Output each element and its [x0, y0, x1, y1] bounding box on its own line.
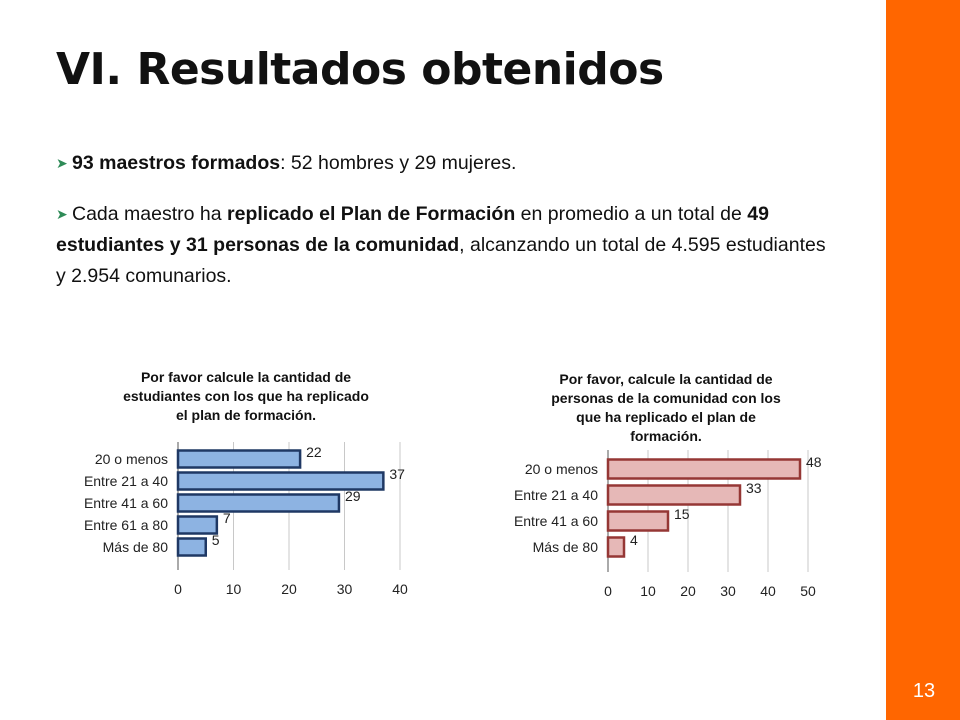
x-tick-label: 20 [281, 581, 297, 597]
bullet-item-replication: ➤ Cada maestro ha replicado el Plan de Fo… [56, 199, 836, 292]
data-label: 22 [306, 444, 322, 460]
data-label: 33 [746, 480, 762, 496]
data-label: 29 [345, 488, 361, 504]
arrow-bullet-icon: ➤ [56, 206, 68, 222]
bar [176, 449, 302, 469]
chart-title-line: Por favor, calcule la cantidad de [559, 371, 772, 387]
chart-title-line: Por favor calcule la cantidad de [141, 369, 351, 385]
x-tick-label: 10 [226, 581, 242, 597]
bullet-bold-text: replicado el Plan de Formación [227, 203, 516, 225]
data-label: 15 [674, 506, 690, 522]
x-tick-label: 20 [680, 583, 696, 599]
x-tick-label: 40 [392, 581, 408, 597]
community-bar-chart: Por favor, calcule la cantidad de persona… [514, 371, 822, 599]
bar [176, 537, 207, 557]
category-label: Entre 21 a 40 [514, 487, 598, 503]
bullet-list: ➤ 93 maestros formados: 52 hombres y 29 m… [56, 148, 836, 312]
x-tick-label: 10 [640, 583, 656, 599]
x-tick-label: 0 [604, 583, 612, 599]
bar [176, 471, 385, 491]
students-bar-chart: Por favor calcule la cantidad de estudian… [84, 369, 408, 597]
chart-title-line: que ha replicado el plan de [576, 409, 756, 425]
arrow-bullet-icon: ➤ [56, 155, 68, 171]
data-label: 7 [223, 510, 231, 526]
category-label: Más de 80 [533, 539, 599, 555]
category-label: Entre 61 a 80 [84, 517, 168, 533]
chart-title-line: personas de la comunidad con los [551, 390, 781, 406]
x-tick-label: 30 [337, 581, 353, 597]
bullet-text: en promedio a un total de [515, 203, 748, 225]
bullet-bold-text: 93 maestros formados [72, 152, 281, 174]
x-tick-label: 0 [174, 581, 182, 597]
bar [176, 515, 219, 535]
bullet-bold-text: 49 estudiantes y 31 personas de la comun… [56, 203, 769, 256]
bar [606, 536, 626, 558]
bullet-text: , alcanzando un total de 4.595 estudiant… [56, 234, 826, 287]
data-label: 37 [389, 466, 405, 482]
category-label: 20 o menos [95, 451, 168, 467]
bar [606, 484, 742, 506]
category-label: Entre 41 a 60 [84, 495, 168, 511]
x-tick-label: 40 [760, 583, 776, 599]
bullet-text: Cada maestro ha [72, 203, 228, 225]
chart-title-line: estudiantes con los que ha replicado [123, 388, 369, 404]
chart-title-line: formación. [630, 428, 702, 444]
category-label: Entre 41 a 60 [514, 513, 598, 529]
x-tick-label: 50 [800, 583, 816, 599]
x-tick-label: 30 [720, 583, 736, 599]
category-label: 20 o menos [525, 461, 598, 477]
page-number: 13 [912, 680, 936, 702]
data-label: 4 [630, 532, 638, 548]
bullet-text: : 52 hombres y 29 mujeres. [280, 152, 517, 174]
bar [176, 493, 341, 513]
data-label: 48 [806, 454, 822, 470]
chart-title-line: el plan de formación. [176, 407, 316, 423]
bar [606, 458, 802, 480]
slide-title: VI. Resultados obtenidos [56, 44, 664, 95]
data-label: 5 [212, 532, 220, 548]
category-label: Entre 21 a 40 [84, 473, 168, 489]
orange-side-bar [886, 0, 960, 720]
bullet-item-teachers: ➤ 93 maestros formados: 52 hombres y 29 m… [56, 148, 836, 179]
bar [606, 510, 670, 532]
category-label: Más de 80 [103, 539, 169, 555]
